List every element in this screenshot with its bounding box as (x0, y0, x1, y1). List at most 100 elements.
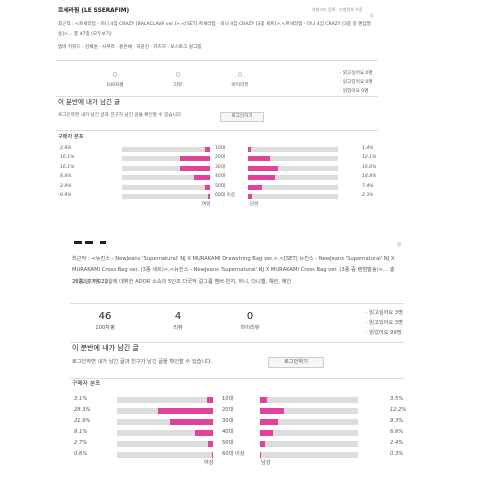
track (122, 165, 210, 171)
age-label: 60대 이상 (215, 193, 235, 198)
track (117, 441, 213, 447)
stat-label: 마이리뷰 (240, 325, 260, 331)
female-label: 여성 (202, 202, 211, 207)
divider (70, 303, 404, 304)
female-bar (157, 408, 213, 414)
male-bar (260, 441, 265, 447)
female-bar (195, 430, 213, 436)
track (117, 430, 213, 436)
female-percent: 28.3% (74, 407, 91, 413)
login-button[interactable]: 로그인하기 (220, 112, 264, 122)
age-label: 10대 (215, 146, 226, 151)
female-bar (180, 156, 210, 162)
artist-title: 르세라핌 (LE SSERAFIM) (58, 8, 130, 14)
male-percent: 2.3% (362, 193, 374, 198)
buyers-title: 구매자 분포 (72, 381, 101, 387)
age-label: 60대 이상 (222, 451, 245, 457)
female-percent: 0.9% (60, 193, 72, 198)
male-percent: 1.4% (362, 146, 374, 151)
divider (56, 130, 378, 131)
age-label: 50대 (215, 183, 226, 189)
male-bar (260, 408, 284, 414)
stat-value: 0 (237, 71, 243, 79)
stat-value: 0 (112, 71, 118, 79)
age-label: 30대 (215, 164, 226, 170)
login-button[interactable]: 로그인하기 (268, 357, 324, 368)
female-bar (206, 397, 213, 403)
male-bar (248, 194, 253, 199)
female-label: 여성 (204, 460, 214, 466)
female-percent: 2.8% (60, 183, 72, 189)
track (248, 165, 338, 171)
divider (70, 378, 404, 379)
share-icon[interactable]: 핑 (397, 243, 402, 248)
stat-label: 마이리뷰 (231, 83, 249, 88)
male-bar (260, 397, 267, 403)
female-percent: 0.6% (74, 451, 88, 457)
female-percent: 9.1% (74, 429, 88, 435)
age-label: 10대 (222, 396, 234, 402)
male-percent: 12.2% (390, 407, 407, 413)
female-bar (208, 194, 210, 199)
stat-value: 46 (98, 311, 112, 322)
male-bar (248, 147, 251, 152)
track (248, 194, 338, 199)
top-links[interactable]: 카테고리 등록 · 신청정보 수정 (312, 7, 363, 12)
track (117, 452, 213, 458)
stat-label: 리뷰 (173, 325, 183, 331)
reading-count: · 읽고싶어요 0명 (340, 71, 373, 76)
age-label: 40대 (222, 429, 234, 435)
female-percent: 16.1% (60, 155, 75, 161)
track (260, 397, 358, 403)
track (260, 408, 358, 414)
reading-count: · 읽었어요 0명 (340, 89, 369, 94)
track (260, 441, 358, 447)
age-label: 20대 (215, 155, 226, 161)
stat-value: 0 (246, 311, 254, 322)
male-percent: 9.3% (390, 418, 404, 424)
male-percent: 7.4% (362, 183, 374, 189)
reading-count: · 읽고있어요 0명 (340, 80, 373, 85)
share-icon[interactable]: 핑 (370, 13, 374, 18)
female-bar (204, 184, 210, 190)
stat-value: 0 (175, 71, 181, 79)
male-percent: 3.5% (390, 396, 404, 402)
divider (70, 342, 404, 343)
female-percent: 3.1% (74, 396, 88, 402)
female-percent: 2.8% (60, 146, 72, 151)
login-text: 로그인하면 내가 남긴 글과 친구가 남긴 글을 확인할 수 있습니다. (72, 359, 213, 365)
male-percent: 12.1% (362, 155, 377, 161)
age-label: 20대 (222, 407, 234, 413)
my-posts-title: 이 분반에 내가 남긴 글 (72, 344, 139, 352)
female-bar (211, 452, 213, 458)
age-label: 50대 (222, 440, 234, 446)
male-bar (260, 430, 273, 436)
age-label: 30대 (222, 418, 234, 424)
track (122, 184, 210, 190)
track (248, 156, 338, 162)
redacted-title (100, 241, 106, 244)
track (117, 397, 213, 403)
track (122, 147, 210, 152)
female-percent: 16.1% (60, 164, 75, 170)
stat-value: 4 (174, 311, 182, 322)
female-percent: 2.7% (74, 440, 88, 446)
track (117, 419, 213, 425)
male-percent: 0.3% (390, 451, 404, 457)
male-percent: 6.6% (390, 429, 404, 435)
male-percent: 14.8% (362, 174, 377, 180)
recent-works: 최근작 : <르세라핌 - 미니 4집 CRAZY [BALACLAVA ver… (58, 22, 371, 38)
female-percent: 8.8% (60, 174, 72, 180)
track (260, 452, 358, 458)
male-bar (248, 184, 262, 190)
track (248, 175, 338, 181)
male-percent: 16.0% (362, 164, 377, 170)
divider (56, 60, 378, 61)
male-bar (248, 156, 271, 162)
divider (56, 96, 378, 97)
track (122, 194, 210, 199)
male-bar (260, 419, 279, 425)
female-bar (193, 175, 210, 181)
male-bar (248, 175, 276, 181)
male-label: 남성 (250, 202, 259, 207)
